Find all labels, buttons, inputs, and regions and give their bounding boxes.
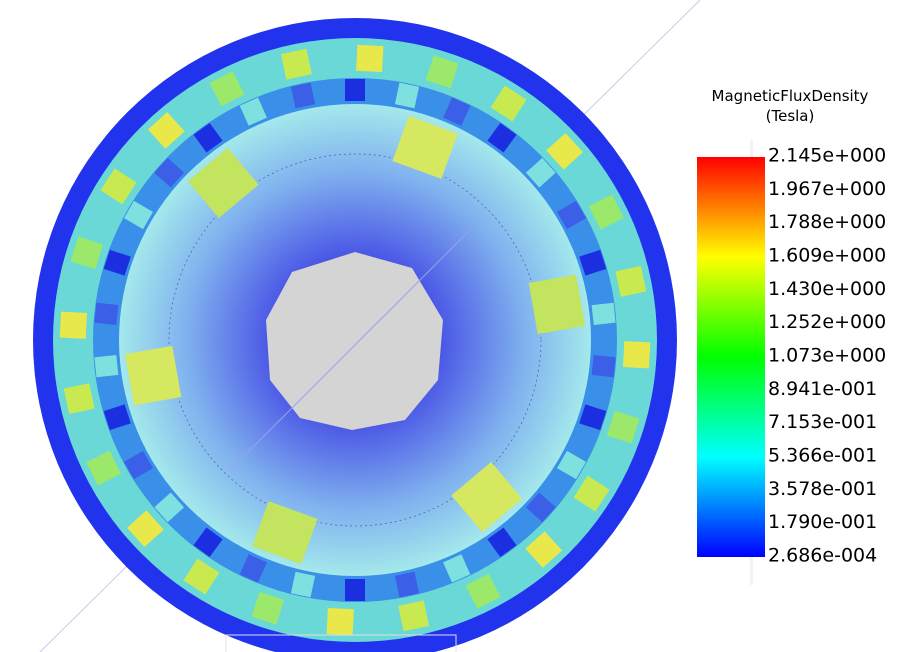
inner-contour — [168, 153, 542, 527]
frame — [225, 634, 457, 652]
magnet — [345, 79, 365, 101]
shaft — [266, 252, 443, 430]
legend-label: 1.073e+000 — [768, 345, 886, 367]
legend-label: 5.366e-001 — [768, 445, 877, 467]
legend-label: 2.686e-004 — [768, 545, 877, 567]
magnet — [123, 200, 154, 230]
magnet — [239, 554, 267, 583]
tooth — [59, 311, 88, 339]
tooth — [326, 607, 354, 636]
legend-labels: 2.145e+000 1.967e+000 1.788e+000 1.609e+000… — [768, 145, 886, 567]
magnet — [193, 122, 223, 153]
magnet — [487, 122, 517, 153]
magnet — [591, 355, 616, 378]
tooth — [490, 85, 527, 122]
tooth — [147, 112, 185, 149]
legend-label: 1.788e+000 — [768, 211, 886, 233]
magnet — [487, 527, 517, 558]
tooth — [209, 71, 245, 107]
magnet — [103, 249, 131, 276]
legend-label: 8.941e-001 — [768, 378, 877, 400]
magnet — [103, 404, 131, 431]
magnet — [193, 527, 223, 558]
tooth — [127, 510, 164, 548]
magnet — [154, 492, 185, 523]
tooth — [280, 48, 312, 80]
rotor-magnets — [94, 79, 616, 601]
rotor-block — [451, 461, 523, 533]
legend-label: 3.578e-001 — [768, 478, 877, 500]
tooth — [356, 44, 384, 73]
legend-label: 1.967e+000 — [768, 178, 886, 200]
tooth — [100, 168, 137, 205]
magnet — [94, 302, 119, 325]
rotor-block — [528, 274, 586, 335]
tooth — [622, 341, 651, 369]
rotor-block — [187, 147, 259, 219]
magnet — [556, 200, 587, 230]
rotor-block — [392, 115, 458, 179]
magnet — [239, 97, 267, 126]
legend-label: 1.252e+000 — [768, 311, 886, 333]
magnet — [154, 157, 185, 188]
tooth — [465, 573, 501, 609]
legend-title: MagneticFluxDensity — [712, 87, 869, 105]
tooth — [588, 194, 624, 230]
tooth — [398, 600, 430, 632]
magnet — [525, 157, 556, 188]
rotor-block — [252, 501, 318, 565]
legend-unit: (Tesla) — [766, 107, 815, 125]
color-bar — [697, 157, 765, 557]
tooth — [86, 450, 122, 486]
tooth — [573, 475, 610, 512]
magnet — [579, 249, 607, 276]
magnet — [345, 579, 365, 601]
magnet — [591, 302, 616, 325]
tooth — [183, 558, 220, 595]
tooth — [425, 55, 459, 89]
legend-label: 2.145e+000 — [768, 145, 886, 167]
magnet — [94, 355, 119, 378]
magnet — [443, 97, 471, 126]
magnet — [556, 450, 587, 480]
tooth — [525, 531, 563, 568]
magnet — [123, 450, 154, 480]
tooth — [606, 410, 640, 444]
tooth — [615, 265, 647, 297]
rotor-blocks — [124, 115, 586, 565]
tooth — [546, 132, 583, 170]
magnet — [443, 554, 471, 583]
legend-label: 1.430e+000 — [768, 278, 886, 300]
axis-line — [229, 229, 471, 471]
stator-teeth — [59, 44, 651, 636]
magnet — [394, 571, 420, 598]
magnet — [525, 492, 556, 523]
tooth — [251, 591, 285, 625]
legend-label: 1.609e+000 — [768, 245, 886, 267]
tooth — [63, 383, 95, 415]
legend-label: 1.790e-001 — [768, 511, 877, 533]
magnet — [290, 571, 316, 598]
legend-label: 7.153e-001 — [768, 411, 877, 433]
magnet — [290, 82, 316, 109]
rotor-block — [124, 345, 182, 406]
tooth — [70, 236, 104, 270]
magnet — [394, 82, 420, 109]
magnet — [579, 404, 607, 431]
